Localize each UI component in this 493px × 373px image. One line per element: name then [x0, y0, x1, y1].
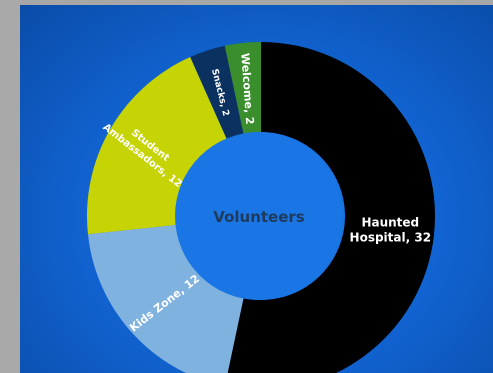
slice-kids [87, 224, 244, 373]
left-band [0, 0, 20, 373]
slice-label-line: Hospital, 32 [350, 230, 432, 244]
slice-welcome [224, 42, 261, 134]
slice-label-line: Welcome, 2 [238, 53, 256, 125]
chart-title: Volunteers [213, 208, 305, 226]
slice-label-haunted: Haunted Hospital, 32 [350, 215, 432, 244]
chart-slide: Volunteers Haunted Hospital, 32 Kids Zone,… [20, 5, 493, 373]
slice-students [87, 57, 227, 235]
donut-slices [87, 42, 435, 373]
slice-haunted [227, 42, 435, 373]
donut-center [175, 132, 343, 300]
slice-label-line: Haunted [361, 215, 419, 229]
slice-label-welcome: Welcome, 2 [238, 53, 256, 125]
slice-snacks [190, 45, 244, 140]
